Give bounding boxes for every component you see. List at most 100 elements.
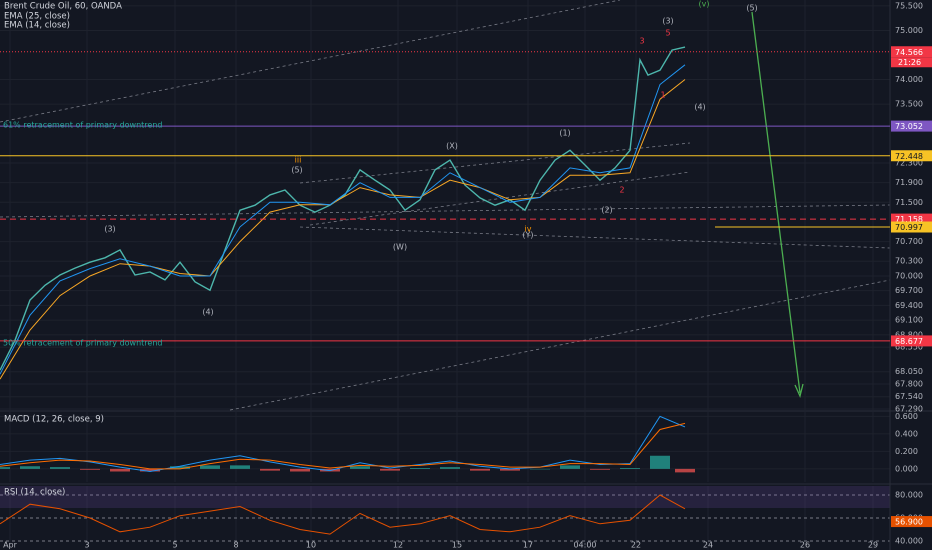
trendline: [309, 171, 691, 226]
annotation: (4): [202, 308, 213, 317]
histogram-bar: [560, 465, 580, 469]
legend-entry: EMA (14, close): [4, 21, 70, 31]
arrow: [751, 11, 804, 398]
price-tag: [891, 335, 932, 347]
y-tick-label: 68.050: [895, 367, 923, 376]
annotation: (3): [662, 17, 673, 26]
y-tick-label: 73.500: [895, 100, 923, 109]
y-tick-label: 72.300: [895, 159, 923, 168]
y-tick-label: 0.200: [895, 447, 918, 456]
histogram-bar: [470, 468, 490, 471]
current-tag: [891, 516, 932, 528]
annotation: (Y): [522, 231, 533, 240]
trendline: [0, 204, 891, 218]
price-tag-label: 74.566: [895, 48, 923, 57]
x-tick-label: 5: [172, 541, 177, 550]
annotation: 3: [639, 37, 644, 46]
annotation: 5: [665, 29, 670, 38]
y-tick-label: 68.800: [895, 330, 923, 339]
price-tag-label: 68.677: [895, 337, 923, 346]
x-tick-label: 29: [868, 541, 878, 550]
y-tick-label: 75.000: [895, 26, 923, 35]
trendline: [299, 142, 691, 184]
histogram-bar: [230, 465, 250, 469]
y-tick-label: 0.000: [895, 464, 918, 473]
histogram-bar: [20, 466, 40, 469]
histogram-bar: [500, 468, 520, 471]
y-tick-label: 67.290: [895, 405, 923, 414]
price-tag: [891, 221, 932, 233]
series-line: [0, 79, 686, 380]
y-tick-label: 71.900: [895, 178, 923, 187]
annotation: 61% retracement of primary downtrend: [3, 121, 162, 130]
x-tick-label: 3: [84, 541, 89, 550]
trendline: [299, 226, 891, 249]
histogram-bar: [620, 468, 640, 469]
annotation: (X): [446, 142, 458, 151]
histogram-bar: [290, 468, 310, 472]
annotation: (v): [699, 0, 710, 9]
histogram-bar: [380, 468, 400, 471]
price-tag-label: 71.158: [895, 215, 923, 224]
series-line: [0, 494, 686, 535]
current-tag-label: 56.900: [895, 518, 923, 527]
histogram-bar: [675, 468, 695, 473]
x-tick-label: 12: [393, 541, 403, 550]
histogram-bar: [110, 468, 130, 472]
x-tick-label: 26: [800, 541, 810, 550]
histogram-bar: [440, 467, 460, 469]
annotation: (4): [694, 103, 705, 112]
x-tick-label: 04:00: [573, 541, 596, 550]
x-tick-label: 22: [631, 541, 641, 550]
countdown-tag: [891, 57, 932, 68]
price-tag: [891, 213, 932, 225]
countdown-label: 21:26: [898, 58, 921, 67]
annotation: (3): [104, 225, 115, 234]
x-tick-label: 24: [703, 541, 713, 550]
arrow-line: [751, 11, 801, 394]
histogram-bar: [590, 468, 610, 470]
x-tick-label: 17: [523, 541, 533, 550]
price-tag: [891, 150, 932, 162]
price-tag-label: 72.448: [895, 152, 923, 161]
x-tick-label: 15: [452, 541, 462, 550]
y-tick-label: 69.700: [895, 286, 923, 295]
annotation: 50% retracement of primary downtrend: [3, 339, 162, 348]
y-tick-label: 0.400: [895, 429, 918, 438]
histogram-bar: [650, 455, 670, 469]
y-tick-label: 67.800: [895, 379, 923, 388]
histogram-bar: [410, 468, 430, 469]
histogram-bar: [350, 466, 370, 469]
panel-title: RSI (14, close): [4, 488, 65, 498]
y-tick-label: 70.700: [895, 237, 923, 246]
rsi-band: [0, 486, 890, 508]
x-tick-label: Apr: [3, 541, 18, 550]
y-tick-label: 80.000: [895, 490, 923, 499]
trendline: [229, 279, 891, 411]
y-tick-label: 70.000: [895, 271, 923, 280]
y-tick-label: 69.100: [895, 316, 923, 325]
annotation: 2: [619, 186, 624, 195]
marks: [0, 46, 890, 535]
series-line: [0, 64, 686, 375]
annotation: (5): [746, 4, 757, 13]
x-tick-label: 8: [233, 541, 238, 550]
legend-entry: EMA (25, close): [4, 12, 70, 22]
y-tick-label: 0.600: [895, 412, 918, 421]
annotation: (W): [393, 243, 407, 252]
price-tag-label: 70.997: [895, 223, 923, 232]
annotation: iii: [295, 156, 302, 165]
histogram-bar: [80, 468, 100, 470]
histogram-bar: [0, 467, 10, 469]
price-tag: [891, 120, 932, 132]
panel-title: MACD (12, 26, close, 9): [4, 415, 104, 425]
y-tick-label: 74.000: [895, 75, 923, 84]
histogram-bar: [530, 468, 550, 470]
y-tick-label: 69.400: [895, 301, 923, 310]
histogram-bar: [170, 466, 190, 469]
arrow-head: [794, 383, 804, 398]
histogram-bar: [50, 467, 70, 469]
y-tick-label: 70.300: [895, 257, 923, 266]
annotation: (2): [601, 206, 612, 215]
